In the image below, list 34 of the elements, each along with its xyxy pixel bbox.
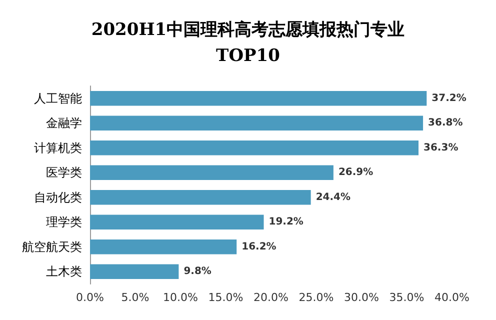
bar bbox=[90, 165, 334, 180]
y-tick-label: 计算机类 bbox=[34, 140, 82, 155]
bar bbox=[90, 239, 237, 254]
data-label: 36.8% bbox=[428, 118, 463, 129]
x-tick-label: 40.0% bbox=[434, 291, 470, 304]
x-tick-label: 15.0% bbox=[208, 291, 244, 304]
data-label: 19.2% bbox=[268, 216, 304, 228]
x-tick-label: 0.0% bbox=[76, 291, 104, 304]
y-tick-label: 人工智能 bbox=[34, 91, 82, 106]
x-tick-label: 25.0% bbox=[298, 291, 334, 304]
data-label: 37.2% bbox=[432, 92, 466, 104]
data-label: 26.9% bbox=[338, 167, 374, 178]
x-tick-label: 5.0% bbox=[121, 291, 150, 304]
x-tick-label: 30.0% bbox=[344, 291, 379, 304]
x-tick-label: 10.0% bbox=[163, 291, 198, 304]
data-label: 16.2% bbox=[242, 241, 276, 252]
y-tick-label: 土木类 bbox=[46, 264, 82, 279]
x-tick-label: 20.0% bbox=[254, 291, 288, 304]
bar bbox=[90, 214, 264, 230]
bar bbox=[90, 116, 424, 131]
data-label: 36.3% bbox=[424, 142, 458, 154]
y-tick-label: 理学类 bbox=[46, 215, 82, 230]
bar bbox=[90, 140, 419, 156]
chart-title: 2020H1中国理科高考志愿填报热门专业 TOP10 bbox=[91, 20, 405, 66]
bar bbox=[90, 190, 311, 205]
y-tick-label: 航空航天类 bbox=[22, 240, 82, 254]
y-tick-label: 医学类 bbox=[46, 166, 82, 180]
y-tick-label: 自动化类 bbox=[34, 190, 82, 204]
y-tick-label: 金融学 bbox=[46, 116, 82, 130]
data-label: 24.4% bbox=[316, 192, 351, 203]
bar bbox=[90, 90, 427, 106]
data-label: 9.8% bbox=[184, 266, 212, 278]
bar bbox=[90, 264, 179, 280]
x-tick-label: 35.0% bbox=[389, 291, 424, 304]
